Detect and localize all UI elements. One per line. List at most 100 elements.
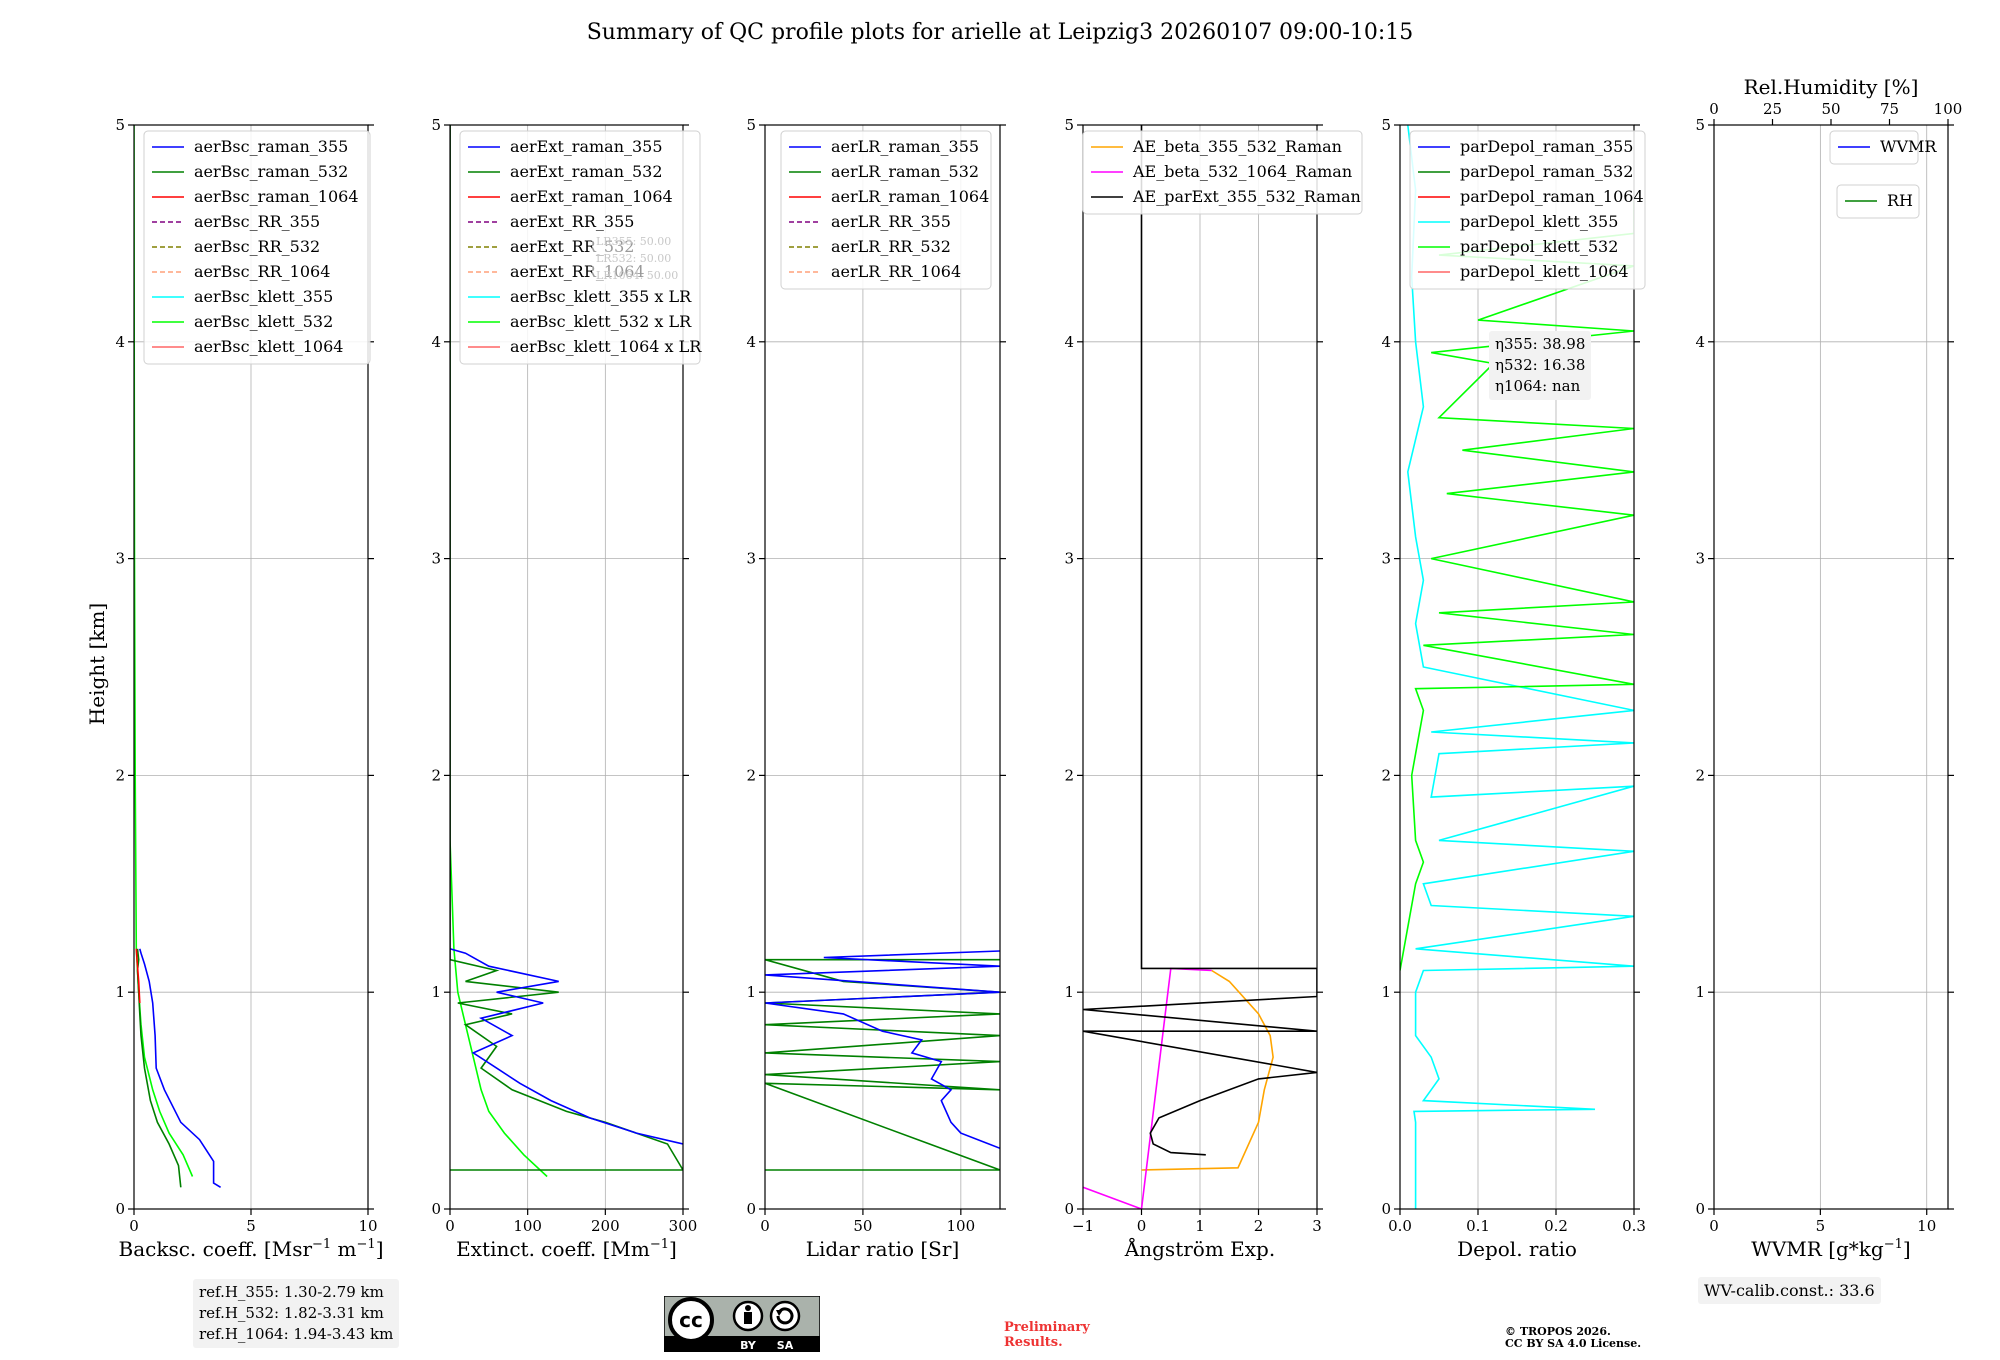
preliminary-line2: Results. [1004, 1335, 1063, 1350]
y-tick-label: 4 [1695, 333, 1705, 351]
legend-label: aerBsc_raman_1064 [194, 187, 359, 206]
eta-355: η355: 38.98 [1495, 335, 1586, 353]
x-tick-label: 0.3 [1622, 1217, 1646, 1235]
y-tick-label: 3 [1695, 550, 1705, 568]
series-line-AE_beta_355_532_Raman [1141, 969, 1274, 1171]
lr-1064: LR1064: 50.00 [596, 269, 679, 282]
panel-bsc: 0 5 10 0 1 2 3 4 5 Backsc. coeff. [Msr−1 m−1] aerB… [115, 116, 383, 1261]
axes-frame [764, 124, 1001, 1210]
top-x-tick-label: 100 [1934, 100, 1963, 118]
eta-box: η355: 38.98 η532: 16.38 η1064: nan [1489, 331, 1592, 400]
y-tick-label: 5 [746, 116, 756, 134]
x-tick-label: 0 [760, 1217, 770, 1235]
y-tick-label: 2 [1381, 766, 1391, 784]
legend-label: aerBsc_raman_355 [194, 137, 348, 156]
y-tick-label: 1 [1381, 983, 1391, 1001]
preliminary-line1: Preliminary [1004, 1320, 1090, 1335]
series-line-aerExt_raman_532 [450, 958, 683, 1171]
figure-title: Summary of QC profile plots for arielle … [586, 20, 1414, 45]
legend-box [1409, 130, 1646, 290]
x-axis-label: Extinct. coeff. [Mm−1] [456, 1237, 677, 1261]
x-tick-label: 1 [1195, 1217, 1205, 1235]
cc-by-label: BY [740, 1339, 757, 1352]
y-tick-label: 0 [115, 1200, 125, 1218]
y-tick-label: 4 [746, 333, 756, 351]
series-group [765, 950, 1000, 1171]
y-tick-label: 0 [1064, 1200, 1074, 1218]
sa-share-icon [776, 1307, 794, 1325]
x-tick-label: 0.0 [1388, 1217, 1412, 1235]
y-tick-label: 5 [1381, 116, 1391, 134]
x-axis-label: WVMR [g*kg−1] [1751, 1237, 1910, 1261]
x-tick-label: 300 [669, 1217, 698, 1235]
series-line-aerExt_raman_355 [450, 948, 683, 1145]
legend-label: aerBsc_RR_355 [194, 212, 320, 231]
lidar-ratio-box: LR355: 50.00 LR532: 50.00 LR1064: 50.00 [592, 233, 683, 284]
by-person-icon [745, 1305, 751, 1311]
x-tick-label: 0 [445, 1217, 455, 1235]
wv-calib-const: WV-calib.const.: 33.6 [1704, 1281, 1875, 1300]
series-line-AE_parExt_355_532_Raman [1083, 125, 1317, 1156]
series-group [1083, 125, 1317, 1209]
top-x-tick-label: 0 [1709, 100, 1719, 118]
legend-label: aerExt_RR_355 [510, 212, 634, 231]
wv-calib-box: WV-calib.const.: 33.6 [1698, 1277, 1881, 1304]
legend-label: aerBsc_klett_355 x LR [510, 287, 692, 306]
legend-label: RH [1887, 191, 1913, 210]
y-tick-label: 1 [746, 983, 756, 1001]
y-tick-label: 1 [1064, 983, 1074, 1001]
ref-h-1064: ref.H_1064: 1.94-3.43 km [199, 1325, 394, 1343]
series-line-aerBsc_klett_532 x LR [450, 125, 548, 1178]
top-x-tick-label: 25 [1763, 100, 1782, 118]
legend-label: AE_parExt_355_532_Raman [1132, 187, 1361, 206]
legend-box [459, 130, 701, 365]
series-line-aerBsc_raman_1064 [135, 948, 141, 1004]
series-line-aerBsc_raman_532 [136, 948, 182, 1188]
y-tick-label: 4 [431, 333, 441, 351]
x-axis-label: Depol. ratio [1457, 1237, 1577, 1261]
series-line-aerLR_raman_355 [765, 950, 1000, 1150]
ref-h-355: ref.H_355: 1.30-2.79 km [199, 1283, 384, 1301]
cc-license-badge[interactable]: cc BY SA [663, 1295, 821, 1353]
legend-label: WVMR [1880, 137, 1937, 156]
legend-label: aerBsc_RR_1064 [194, 262, 330, 281]
series-line-aerLR_raman_532 [765, 958, 1000, 1171]
legend-box [143, 130, 371, 365]
x-tick-label: 50 [853, 1217, 872, 1235]
y-tick-label: 2 [746, 766, 756, 784]
y-tick-label: 3 [1381, 550, 1391, 568]
y-tick-label: 5 [115, 116, 125, 134]
x-tick-label: 0 [1709, 1217, 1719, 1235]
y-tick-label: 3 [431, 550, 441, 568]
legend-label: parDepol_klett_355 [1460, 212, 1618, 231]
panel-depol: 0.0 0.1 0.2 0.3 0 1 2 3 4 5 Depol. ratio parDepol_r… [1381, 116, 1645, 1261]
y-tick-label: 2 [115, 766, 125, 784]
x-axis-label: Backsc. coeff. [Msr−1 m−1] [119, 1237, 384, 1261]
top-x-tick-label: 50 [1821, 100, 1840, 118]
y-tick-label: 5 [1695, 116, 1705, 134]
x-tick-label: 0.1 [1466, 1217, 1490, 1235]
legend-label: aerBsc_klett_1064 x LR [510, 337, 702, 356]
x-tick-label: 2 [1254, 1217, 1264, 1235]
y-tick-label: 0 [1695, 1200, 1705, 1218]
preliminary-note: Preliminary Results. [1004, 1320, 1090, 1350]
legend-label: aerLR_raman_532 [831, 162, 979, 181]
y-tick-label: 5 [431, 116, 441, 134]
legend-label: AE_beta_532_1064_Raman [1132, 162, 1352, 181]
y-tick-label: 1 [115, 983, 125, 1001]
top-axis-label: Rel.Humidity [%] [1744, 75, 1919, 99]
legend-label: aerExt_raman_1064 [510, 187, 673, 206]
y-tick-label: 5 [1064, 116, 1074, 134]
legend-label: parDepol_klett_532 [1460, 237, 1618, 256]
y-tick-label: 2 [1695, 766, 1705, 784]
x-axis-label: Ångström Exp. [1124, 1236, 1275, 1261]
panel-lr: 0 50 100 0 1 2 3 4 5 Lidar ratio [Sr] aerLR_raman_… [746, 116, 1006, 1261]
legend-label: aerBsc_klett_532 [194, 312, 333, 331]
x-tick-label: 0 [1137, 1217, 1147, 1235]
y-tick-label: 1 [431, 983, 441, 1001]
top-x-tick-label: 75 [1880, 100, 1899, 118]
y-tick-label: 3 [115, 550, 125, 568]
legend-box [780, 130, 992, 290]
x-tick-label: 0 [129, 1217, 139, 1235]
